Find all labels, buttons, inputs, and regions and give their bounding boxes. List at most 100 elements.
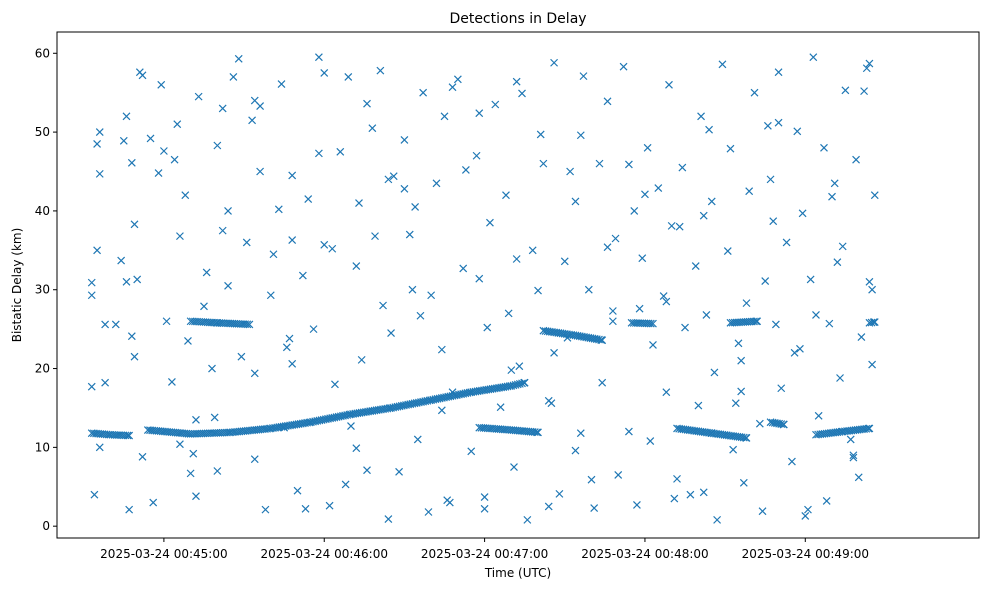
data-point-marker (475, 274, 484, 283)
data-point-marker (130, 220, 139, 229)
data-point-marker (763, 121, 772, 130)
data-point-marker (852, 155, 860, 164)
data-point-marker (133, 275, 142, 284)
data-point-marker (646, 437, 655, 445)
data-point-marker (753, 317, 762, 326)
data-point-marker (699, 211, 708, 220)
data-point-marker (534, 286, 542, 295)
data-point-marker (486, 218, 494, 227)
data-point-marker (288, 171, 297, 180)
data-point-marker (184, 337, 192, 345)
data-point-marker (544, 396, 553, 405)
data-point-marker (534, 428, 542, 437)
data-point-marker (192, 492, 200, 501)
data-point-marker (515, 362, 524, 371)
data-point-marker (122, 112, 131, 121)
data-point-marker (389, 172, 398, 181)
data-point-marker (590, 504, 599, 512)
data-point-marker (331, 380, 339, 389)
data-point-marker (705, 125, 714, 134)
data-point-marker (448, 388, 457, 397)
data-point-marker (769, 217, 778, 226)
data-point-marker (224, 281, 232, 290)
data-point-marker (424, 508, 433, 516)
data-point-marker (694, 401, 703, 410)
data-point-marker (777, 384, 786, 393)
data-point-marker (624, 160, 633, 169)
data-point-marker (186, 469, 195, 478)
y-axis: 0 10 20 30 40 50 60 (35, 46, 57, 533)
data-point-marker (849, 451, 858, 460)
data-point-marker (729, 445, 738, 454)
data-point-marker (176, 440, 184, 449)
data-point-marker (854, 473, 863, 482)
data-point-marker (443, 496, 452, 505)
data-point-marker (95, 169, 104, 178)
data-point-marker (328, 244, 337, 253)
data-point-marker (288, 359, 297, 368)
data-point-marker (181, 191, 190, 200)
data-point-marker (563, 333, 572, 342)
data-point-marker (176, 232, 184, 241)
data-point-marker (841, 86, 850, 95)
data-point-marker (739, 433, 748, 442)
data-point-marker (611, 234, 620, 243)
data-point-marker (745, 187, 754, 196)
data-point-marker (138, 452, 147, 461)
data-point-marker (665, 80, 673, 89)
data-point-marker (544, 502, 553, 511)
data-point-marker (614, 471, 623, 479)
data-point-marker (836, 374, 844, 382)
data-point-marker (739, 478, 748, 487)
data-point-marker (250, 455, 259, 464)
data-point-marker (376, 66, 385, 75)
data-point-marker (707, 197, 716, 206)
y-tick-label: 30 (35, 283, 50, 297)
data-point-marker (633, 500, 641, 509)
data-point-marker (646, 319, 655, 328)
data-point-marker (304, 195, 313, 204)
data-point-marker (274, 205, 283, 214)
data-point-marker (122, 277, 131, 286)
y-tick-label: 50 (35, 125, 50, 139)
data-point-marker (608, 317, 617, 326)
data-point-marker (518, 89, 526, 98)
data-point-marker (352, 262, 361, 271)
data-point-marker (833, 258, 842, 267)
data-point-marker (453, 75, 462, 84)
data-point-marker (686, 490, 695, 499)
data-point-marker (432, 179, 441, 188)
data-point-marker (194, 92, 203, 101)
data-point-marker (504, 309, 513, 318)
data-point-marker (117, 256, 126, 265)
data-point-marker (675, 222, 684, 231)
data-point-marker (427, 291, 436, 300)
data-point-marker (266, 291, 275, 300)
data-point-marker (560, 257, 569, 266)
data-point-marker (830, 179, 839, 188)
x-axis-label: Time (UTC) (484, 566, 551, 580)
data-point-marker (555, 489, 564, 498)
data-point-marker (483, 323, 492, 332)
data-point-marker (667, 221, 676, 230)
data-point-marker (234, 54, 243, 63)
data-point-marker (413, 435, 422, 444)
data-point-marker (411, 203, 420, 211)
data-point-marker (379, 301, 387, 310)
data-point-marker (812, 311, 820, 319)
data-point-marker (598, 336, 607, 345)
y-tick-label: 60 (35, 46, 50, 60)
data-point-marker (368, 124, 377, 133)
data-point-marker (523, 515, 532, 524)
data-point-marker (341, 480, 350, 489)
data-point-marker (285, 334, 294, 343)
data-point-marker (87, 382, 96, 391)
data-point-marker (804, 505, 812, 514)
data-point-marker (167, 378, 176, 386)
data-point-marker (269, 250, 278, 259)
data-point-marker (868, 360, 877, 369)
data-point-marker (507, 366, 516, 375)
data-point-marker (774, 118, 783, 127)
data-point-marker (603, 243, 612, 252)
data-point-marker (870, 318, 879, 326)
